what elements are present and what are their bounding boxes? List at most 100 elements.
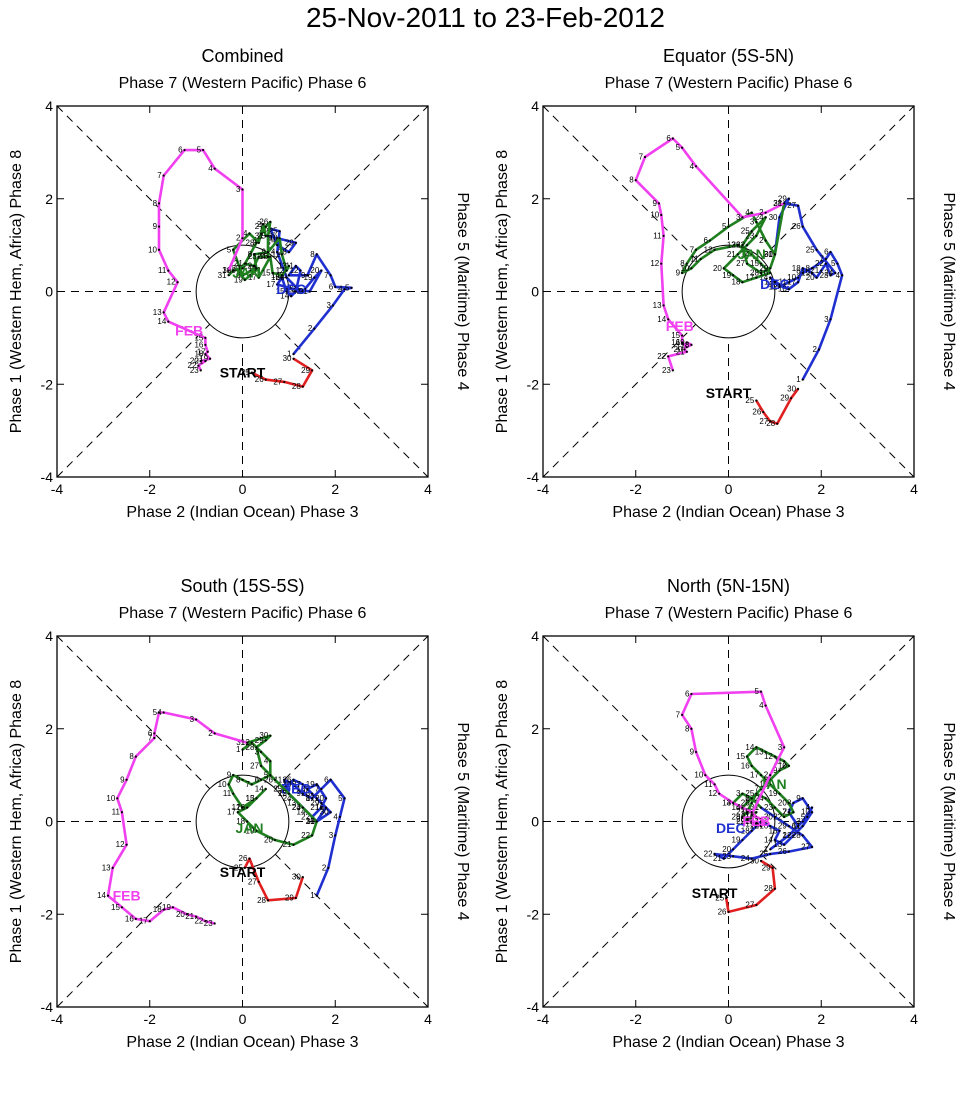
day-point <box>741 281 744 284</box>
day-point <box>204 359 207 363</box>
day-label: 4 <box>759 701 764 710</box>
day-point <box>280 276 284 279</box>
day-point <box>769 276 772 279</box>
day-point <box>708 239 712 242</box>
day-point <box>778 792 781 795</box>
day-label: 10 <box>680 264 689 273</box>
right-phase-label: Phase 5 (Maritime) Phase 4 <box>940 192 957 390</box>
day-point <box>741 792 744 795</box>
x-tick-label: 2 <box>331 1011 339 1027</box>
day-label: 8 <box>129 752 134 761</box>
day-label: 27 <box>787 201 796 210</box>
phase-diagram-north: North (5N-15N) Phase 7 (Western Pacific) … <box>494 576 957 1051</box>
day-point <box>204 343 207 346</box>
day-label: 15 <box>741 808 750 817</box>
day-label: 19 <box>199 354 208 363</box>
day-point <box>306 274 309 277</box>
day-label: 20 <box>310 266 319 275</box>
day-point <box>745 811 749 814</box>
day-label: 6 <box>148 729 153 738</box>
day-point <box>195 718 198 721</box>
day-point <box>790 397 793 400</box>
day-label: 5 <box>264 771 269 780</box>
day-point <box>264 787 267 791</box>
day-label: 23 <box>722 852 731 861</box>
day-label: 30 <box>292 873 301 882</box>
month-label-feb: FEB <box>742 813 770 829</box>
day-label: 8 <box>248 250 253 259</box>
day-label: 2 <box>764 771 769 780</box>
day-point <box>243 262 246 265</box>
diagonal-guide <box>542 635 915 1008</box>
day-point <box>171 906 175 909</box>
day-label: 9 <box>796 268 801 277</box>
day-point <box>248 857 251 860</box>
day-point <box>329 811 332 814</box>
day-label: 2 <box>782 831 787 840</box>
day-label: 29 <box>285 238 294 247</box>
day-label: 5 <box>197 146 202 155</box>
day-point <box>745 818 749 821</box>
day-label: 24 <box>266 248 275 257</box>
day-point <box>153 732 156 735</box>
day-point <box>660 262 663 265</box>
main-title: 25-Nov-2011 to 23-Feb-2012 <box>305 2 666 33</box>
day-label: 15 <box>306 817 315 826</box>
unit-circle <box>681 244 776 339</box>
trajectory-nov <box>243 857 305 902</box>
unit-circle <box>195 244 290 339</box>
day-label: 4 <box>208 164 213 173</box>
top-phase-label: Phase 7 (Western Pacific) Phase 6 <box>605 605 853 622</box>
day-label: 5 <box>831 259 836 268</box>
day-point <box>801 834 804 837</box>
day-label: 31 <box>236 738 245 747</box>
day-point <box>310 369 314 372</box>
day-label: 3 <box>796 817 801 826</box>
day-label: 30 <box>764 812 773 821</box>
day-point <box>745 262 749 265</box>
phase-diagram-equator: Equator (5S-5N) Phase 7 (Western Pacific)… <box>494 46 957 521</box>
day-label: 17 <box>266 280 275 289</box>
day-point <box>334 834 337 837</box>
day-point <box>810 806 814 809</box>
day-point <box>787 801 790 805</box>
day-label: 27 <box>266 241 275 250</box>
day-label: 18 <box>248 264 257 273</box>
day-point <box>755 822 758 825</box>
panel-combined: Combined Phase 7 (Western Pacific) Phase … <box>0 40 485 569</box>
day-label: 16 <box>259 252 268 261</box>
day-point <box>829 318 832 321</box>
day-point <box>762 410 765 414</box>
day-label: 15 <box>750 259 759 268</box>
day-label: 20 <box>722 845 731 854</box>
day-point <box>148 920 151 923</box>
day-point <box>773 815 776 818</box>
day-point <box>266 234 270 237</box>
day-point <box>690 267 693 270</box>
day-point <box>769 825 772 828</box>
day-point <box>162 174 165 177</box>
day-label: 3 <box>736 789 741 798</box>
day-label: 16 <box>759 268 768 277</box>
right-phase-label: Phase 5 (Maritime) Phase 4 <box>454 722 471 920</box>
day-point <box>690 727 693 730</box>
x-tick-label: 2 <box>817 481 825 497</box>
day-label: 21 <box>283 840 292 849</box>
day-label: 14 <box>97 891 106 900</box>
day-point <box>285 290 288 293</box>
day-point <box>199 369 202 372</box>
y-tick-label: -2 <box>527 906 540 922</box>
day-point <box>264 234 267 237</box>
day-point <box>285 276 288 279</box>
day-point <box>787 811 790 814</box>
day-label: 27 <box>801 843 810 852</box>
day-label: 15 <box>671 331 680 340</box>
day-point <box>764 797 767 800</box>
day-label: 25 <box>257 231 266 240</box>
day-label: 19 <box>246 826 255 835</box>
day-point <box>817 348 821 351</box>
panel-south: South (15S-5S) Phase 7 (Western Pacific) … <box>0 570 485 1099</box>
day-label: 18 <box>680 340 689 349</box>
x-tick-label: -2 <box>630 481 643 497</box>
day-label: 6 <box>324 775 329 784</box>
